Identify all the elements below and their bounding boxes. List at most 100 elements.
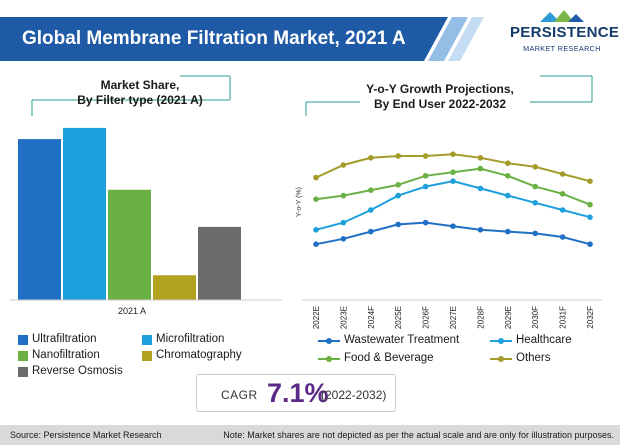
point-food-beverage xyxy=(422,173,429,179)
legend-label: Microfiltration xyxy=(156,333,225,345)
point-wastewater-treatment xyxy=(450,223,456,229)
footer-source: Source: Persistence Market Research xyxy=(10,430,162,440)
legend-swatch xyxy=(18,335,28,345)
series-line-healthcare xyxy=(315,180,591,231)
point-wastewater-treatment xyxy=(559,234,566,240)
legend-label: Healthcare xyxy=(516,334,572,346)
cagr-period: (2022-2032) xyxy=(321,388,387,402)
line-x-tick: 2026F xyxy=(422,306,431,329)
point-healthcare xyxy=(505,192,511,199)
page-title: Global Membrane Filtration Market, 2021 … xyxy=(22,28,406,49)
point-healthcare xyxy=(477,185,484,192)
point-others xyxy=(422,153,429,159)
point-others xyxy=(559,171,566,177)
cagr-value: 7.1% xyxy=(267,378,329,408)
bar-chart: 2021 A xyxy=(10,127,282,316)
legend-label: Chromatography xyxy=(156,349,242,361)
line-x-tick: 2032F xyxy=(586,306,595,329)
legend-line-marker-icon xyxy=(490,356,512,362)
bar-chromatography xyxy=(153,275,196,300)
legend-label: Food & Beverage xyxy=(344,352,434,364)
title-bar: Global Membrane Filtration Market, 2021 … xyxy=(0,17,500,61)
point-healthcare xyxy=(395,192,401,199)
bar-nanofiltration xyxy=(108,189,151,300)
logo: PERSISTENCE MARKET RESEARCH xyxy=(510,10,620,70)
cagr-label: CAGR xyxy=(221,388,258,402)
point-healthcare xyxy=(587,214,593,220)
point-others xyxy=(450,151,456,157)
bar-panel-title-line1: Market Share, xyxy=(100,78,180,92)
point-food-beverage xyxy=(505,173,511,179)
point-food-beverage xyxy=(395,182,401,188)
bar-reverse-osmosis xyxy=(198,226,241,300)
logo-mark-icon xyxy=(540,10,584,22)
bar-legend: Ultrafiltration Microfiltration Nanofiltra… xyxy=(18,333,288,377)
bar-microfiltration xyxy=(63,127,106,300)
point-healthcare xyxy=(532,200,538,206)
point-others xyxy=(532,164,538,170)
point-others xyxy=(477,155,484,161)
line-y-label: Y-o-Y (%) xyxy=(296,187,303,217)
line-x-tick: 2024F xyxy=(367,306,376,329)
point-others xyxy=(505,160,511,166)
line-panel-title: Y-o-Y Growth Projections, By End User 20… xyxy=(345,82,535,112)
bar-panel-title: Market Share, By Filter type (2021 A) xyxy=(60,78,220,108)
point-food-beverage xyxy=(450,169,456,175)
line-x-tick: 2027E xyxy=(449,306,458,329)
point-food-beverage xyxy=(532,183,538,190)
point-food-beverage xyxy=(313,196,319,202)
point-healthcare xyxy=(559,207,566,213)
bar-panel-title-line2: By Filter type (2021 A) xyxy=(77,93,203,107)
legend-line-marker-icon xyxy=(318,338,340,344)
legend-line-marker-icon xyxy=(318,356,340,362)
legend-swatch xyxy=(18,367,28,377)
footer: Source: Persistence Market Research Note… xyxy=(0,425,620,445)
point-healthcare xyxy=(450,178,456,184)
legend-swatch xyxy=(142,335,152,345)
legend-swatch xyxy=(18,351,28,361)
point-wastewater-treatment xyxy=(587,241,593,247)
point-healthcare xyxy=(422,183,429,190)
point-others xyxy=(313,174,319,181)
bar-panel-connector xyxy=(31,75,231,116)
point-others xyxy=(395,153,401,159)
line-x-tick: 2031F xyxy=(559,306,568,329)
footer-note: Note: Market shares are not depicted as … xyxy=(223,430,614,440)
legend-swatch xyxy=(142,351,152,361)
logo-name: PERSISTENCE xyxy=(510,24,620,41)
line-x-tick: 2025E xyxy=(394,306,403,329)
bar-x-tick: 2021 A xyxy=(118,306,146,316)
point-wastewater-treatment xyxy=(422,219,429,226)
logo-subtitle: MARKET RESEARCH xyxy=(523,44,601,53)
point-others xyxy=(587,178,593,184)
line-legend: Wastewater Treatment Healthcare Food & Bev… xyxy=(318,334,608,368)
point-wastewater-treatment xyxy=(505,228,511,235)
point-healthcare xyxy=(340,219,347,226)
cagr-box: CAGR 7.1% (2022-2032) xyxy=(196,374,396,412)
point-food-beverage xyxy=(340,192,347,199)
point-food-beverage xyxy=(368,187,374,193)
line-chart: Y-o-Y (%) 2022E 2023E 2024F 2025E 2026F 2027E 2… xyxy=(296,151,602,329)
legend-line-marker-icon xyxy=(490,338,512,344)
point-food-beverage xyxy=(477,165,484,172)
point-others xyxy=(368,155,374,161)
line-x-tick: 2023E xyxy=(339,306,348,329)
line-x-tick: 2022E xyxy=(312,306,321,329)
legend-label: Nanofiltration xyxy=(32,349,100,361)
legend-label: Ultrafiltration xyxy=(32,333,97,345)
bar-ultrafiltration xyxy=(18,139,61,300)
line-panel-title-line1: Y-o-Y Growth Projections, xyxy=(366,82,514,96)
line-panel-title-line2: By End User 2022-2032 xyxy=(373,97,507,111)
point-wastewater-treatment xyxy=(395,221,401,228)
legend-label: Wastewater Treatment xyxy=(344,334,460,346)
title-banner xyxy=(0,17,484,61)
point-wastewater-treatment xyxy=(532,230,538,237)
legend-label: Others xyxy=(516,352,551,364)
line-panel-connector xyxy=(305,75,593,116)
point-healthcare xyxy=(313,227,319,233)
point-wastewater-treatment xyxy=(340,236,347,242)
point-wastewater-treatment xyxy=(477,227,484,233)
line-x-tick: 2029E xyxy=(504,306,513,329)
point-healthcare xyxy=(368,207,374,213)
legend-label: Reverse Osmosis xyxy=(32,365,123,377)
